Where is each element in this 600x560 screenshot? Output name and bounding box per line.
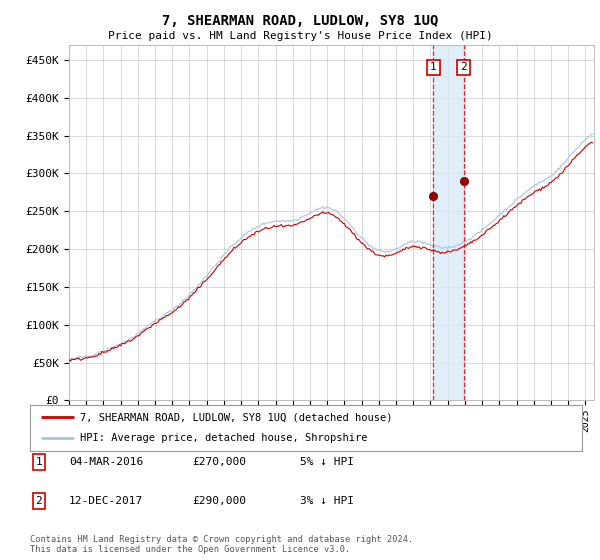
Text: £290,000: £290,000 (192, 496, 246, 506)
Text: 7, SHEARMAN ROAD, LUDLOW, SY8 1UQ: 7, SHEARMAN ROAD, LUDLOW, SY8 1UQ (162, 14, 438, 28)
Bar (433, 45, 464, 400)
Text: £270,000: £270,000 (192, 457, 246, 467)
Text: 1: 1 (430, 63, 437, 72)
Text: Contains HM Land Registry data © Crown copyright and database right 2024.
This d: Contains HM Land Registry data © Crown c… (30, 535, 413, 554)
Text: Price paid vs. HM Land Registry's House Price Index (HPI): Price paid vs. HM Land Registry's House … (107, 31, 493, 41)
Text: 3% ↓ HPI: 3% ↓ HPI (300, 496, 354, 506)
Text: 1: 1 (35, 457, 43, 467)
Text: 5% ↓ HPI: 5% ↓ HPI (300, 457, 354, 467)
Text: 2: 2 (35, 496, 43, 506)
Text: 12-DEC-2017: 12-DEC-2017 (69, 496, 143, 506)
Text: 2: 2 (460, 63, 467, 72)
Text: 7, SHEARMAN ROAD, LUDLOW, SY8 1UQ (detached house): 7, SHEARMAN ROAD, LUDLOW, SY8 1UQ (detac… (80, 412, 392, 422)
Text: HPI: Average price, detached house, Shropshire: HPI: Average price, detached house, Shro… (80, 433, 367, 443)
Text: 04-MAR-2016: 04-MAR-2016 (69, 457, 143, 467)
